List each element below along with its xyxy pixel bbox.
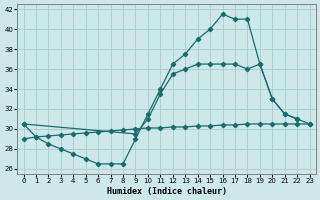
X-axis label: Humidex (Indice chaleur): Humidex (Indice chaleur) [107,187,227,196]
